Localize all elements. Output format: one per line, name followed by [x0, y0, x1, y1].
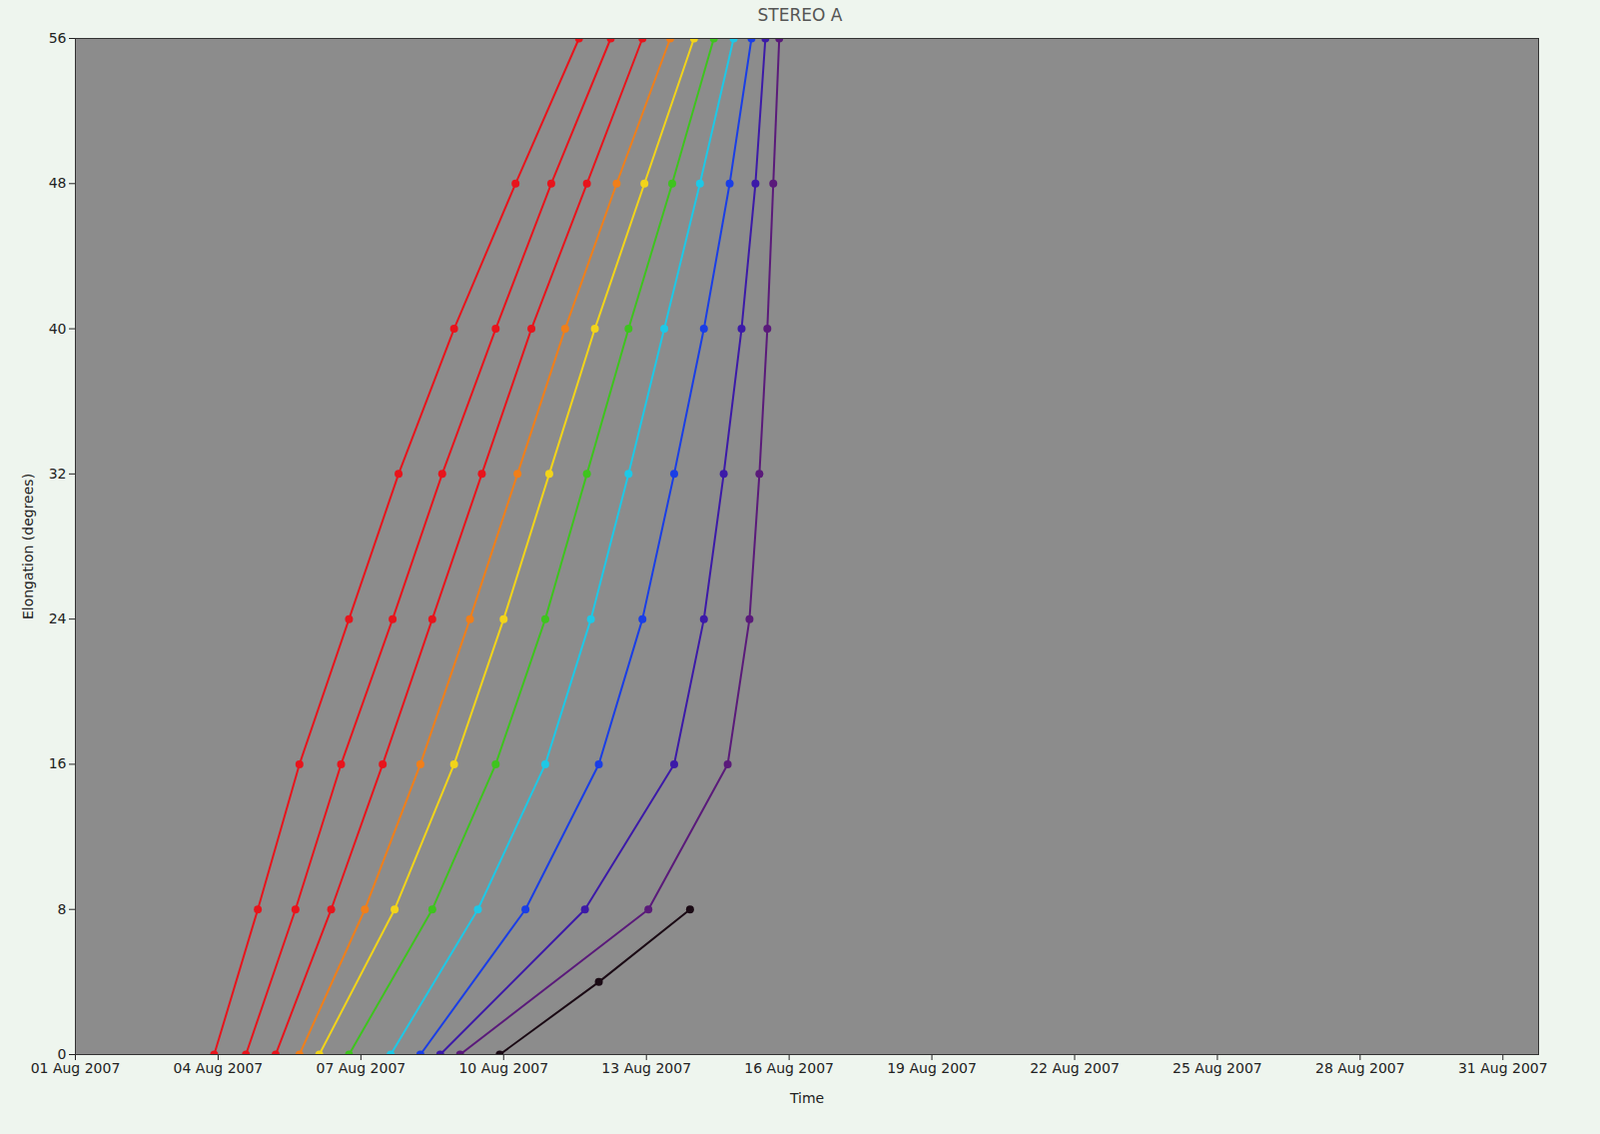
svg-text:40: 40	[48, 320, 67, 337]
svg-text:10 Aug 2007: 10 Aug 2007	[458, 1059, 549, 1076]
svg-text:Elongation (degrees): Elongation (degrees)	[19, 473, 36, 620]
svg-text:56: 56	[48, 29, 67, 46]
svg-text:01 Aug 2007: 01 Aug 2007	[30, 1059, 121, 1076]
svg-text:31 Aug 2007: 31 Aug 2007	[1458, 1059, 1549, 1076]
svg-text:13 Aug 2007: 13 Aug 2007	[601, 1059, 692, 1076]
svg-text:22 Aug 2007: 22 Aug 2007	[1029, 1059, 1120, 1076]
svg-text:8: 8	[57, 900, 67, 917]
svg-text:32: 32	[48, 465, 67, 482]
svg-text:Time: Time	[789, 1089, 824, 1106]
svg-text:04 Aug 2007: 04 Aug 2007	[173, 1059, 264, 1076]
svg-text:16: 16	[48, 755, 67, 772]
svg-text:0: 0	[57, 1045, 67, 1062]
svg-text:16 Aug 2007: 16 Aug 2007	[744, 1059, 834, 1076]
svg-text:28 Aug 2007: 28 Aug 2007	[1315, 1059, 1406, 1076]
svg-text:07 Aug 2007: 07 Aug 2007	[316, 1059, 407, 1076]
svg-text:24: 24	[48, 610, 67, 627]
svg-text:48: 48	[48, 174, 67, 191]
svg-text:19 Aug 2007: 19 Aug 2007	[886, 1059, 977, 1076]
html-text:STEREO A: STEREO A	[757, 4, 843, 25]
svg-text:25 Aug 2007: 25 Aug 2007	[1172, 1059, 1263, 1076]
